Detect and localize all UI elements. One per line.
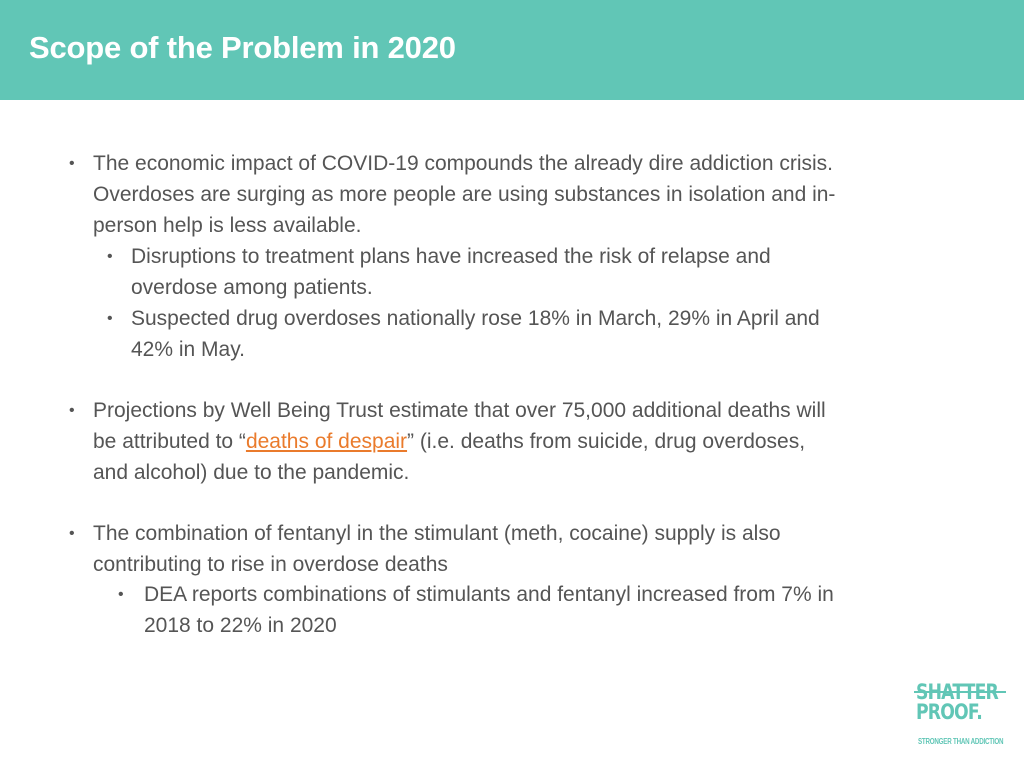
sub-bullet-overdose-rise: • Suspected drug overdoses nationally ro… <box>107 303 971 365</box>
bullet-text-line: contributing to rise in overdose deaths <box>93 553 448 576</box>
sub-bullet-marker: • <box>107 310 113 327</box>
sub-bullet-text-line: overdose among patients. <box>131 276 373 299</box>
logo-word-proof: PROOF. <box>916 700 983 724</box>
deaths-of-despair-link[interactable]: deaths of despair <box>245 430 408 453</box>
sub-bullet-treatment-disruptions: • Disruptions to treatment plans have in… <box>107 241 971 303</box>
sub-bullet-text-line: 2018 to 22% in 2020 <box>144 614 337 637</box>
text-after-link: ” (i.e. deaths from suicide, drug overdo… <box>407 430 806 453</box>
shatterproof-logo: SHATTER PROOF. STRONGER THAN ADDICTION <box>914 680 1008 750</box>
sub-bullet-marker: • <box>118 586 124 603</box>
text-before-link: be attributed to “ <box>93 430 246 453</box>
title-bar: Scope of the Problem in 2020 <box>0 0 1024 100</box>
bullet-marker: • <box>69 155 75 172</box>
bullet-text-line: The combination of fentanyl in the stimu… <box>93 522 781 545</box>
bullet-marker: • <box>69 402 75 419</box>
logo-strike-line <box>914 691 1006 693</box>
bullet-fentanyl-stimulants: • The combination of fentanyl in the sti… <box>69 518 973 580</box>
bullet-covid-impact: • The economic impact of COVID-19 compou… <box>69 148 973 241</box>
sub-bullet-text-line: 42% in May. <box>131 338 245 361</box>
bullet-text-line: Overdoses are surging as more people are… <box>93 183 836 206</box>
sub-bullet-text-line: Suspected drug overdoses nationally rose… <box>131 307 820 330</box>
sub-bullet-text-line: DEA reports combinations of stimulants a… <box>144 583 834 606</box>
bullet-text-line: and alcohol) due to the pandemic. <box>93 461 410 484</box>
bullet-marker: • <box>69 525 75 542</box>
sub-bullet-text-line: Disruptions to treatment plans have incr… <box>131 245 771 268</box>
slide-title: Scope of the Problem in 2020 <box>29 30 456 65</box>
logo-tagline: STRONGER THAN ADDICTION <box>918 737 1004 746</box>
bullet-text-line: Projections by Well Being Trust estimate… <box>93 399 826 422</box>
bullet-text-line: person help is less available. <box>93 214 362 237</box>
sub-bullet-marker: • <box>107 248 113 265</box>
bullet-text-line: be attributed to “deaths of despair” (i.… <box>93 426 973 457</box>
bullet-deaths-of-despair: • Projections by Well Being Trust estima… <box>69 395 973 488</box>
bullet-text-line: The economic impact of COVID-19 compound… <box>93 152 834 175</box>
sub-bullet-dea-report: • DEA reports combinations of stimulants… <box>118 579 984 641</box>
